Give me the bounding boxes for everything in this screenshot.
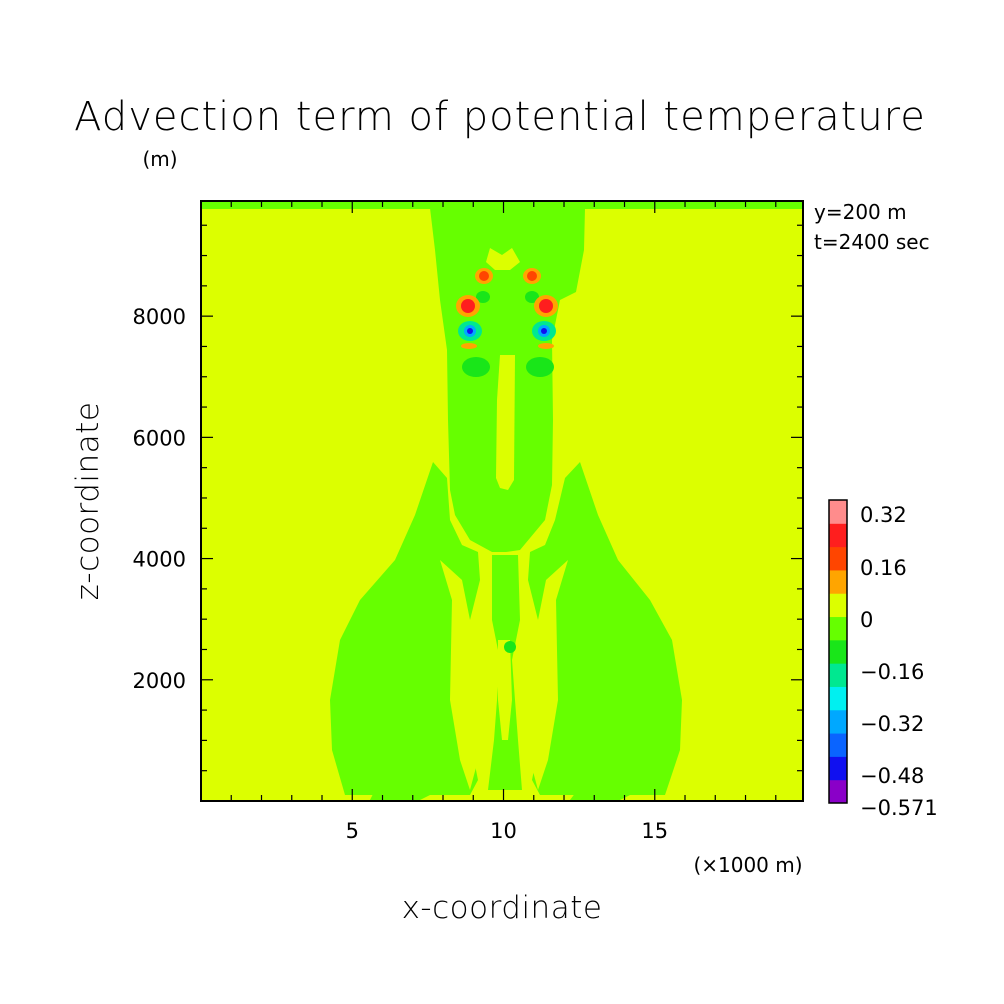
colorbar-segment — [829, 546, 847, 571]
colorbar-labels: 0.32 0.16 0 −0.16 −0.32 −0.48 −0.571 — [860, 503, 938, 820]
plume-gap-region — [486, 248, 520, 270]
x-axis-label: x-coordinate — [402, 890, 603, 926]
pos-sliver-left — [461, 343, 477, 349]
plot-frame — [200, 200, 804, 802]
pos-core-right-mid — [539, 299, 553, 313]
colorbar-tick-label: −0.16 — [860, 660, 924, 684]
colorbar-segment — [829, 663, 847, 687]
neg-core-right — [541, 328, 547, 334]
x-tick-label: 10 — [490, 819, 517, 843]
left-neg-lobe-mid — [476, 291, 490, 303]
colorbar-segment — [829, 593, 847, 618]
bottom-wisp-right — [570, 775, 640, 800]
plot-area — [200, 200, 804, 802]
colorbar-segment — [829, 523, 847, 548]
left-channel-region — [440, 560, 478, 790]
colorbar-tick-label: −0.48 — [860, 764, 924, 788]
y-tick-label: 8000 — [133, 305, 186, 329]
colorbar-segment — [829, 709, 847, 734]
x-unit-label: (×1000 m) — [693, 853, 802, 877]
right-channel-region — [530, 560, 568, 790]
bottom-wisp-left — [370, 775, 440, 800]
colorbar-segment — [829, 500, 847, 524]
colorbar-segment — [829, 756, 847, 781]
pos-sliver-right — [538, 343, 554, 349]
y-axis-label: z-coordinate — [70, 402, 106, 601]
colorbar-frame — [828, 499, 848, 804]
left-neg-lobe-low — [462, 357, 490, 377]
colorbar-tick-label: 0.16 — [860, 556, 907, 580]
colorbar-tick-label: −0.571 — [860, 796, 938, 820]
colorbar-segment — [829, 639, 847, 664]
colorbar-tick-label: 0.32 — [860, 503, 907, 527]
colorbar-segment — [829, 569, 847, 594]
y-tick-labels: 2000 4000 6000 8000 — [133, 305, 186, 693]
colorbar-segment — [829, 616, 847, 641]
plume-split-region — [496, 355, 515, 490]
central-core-region — [498, 640, 512, 740]
x-tick-label: 15 — [641, 819, 668, 843]
colorbar-segment — [829, 686, 847, 711]
y-tick-label: 4000 — [133, 548, 186, 572]
colorbar-segment — [829, 779, 847, 804]
lower-left-lobe-region — [330, 462, 480, 795]
y-unit-label: (m) — [142, 147, 177, 171]
neg-core-left — [467, 328, 473, 334]
annotation-t: t=2400 sec — [814, 230, 930, 254]
right-neg-lobe-mid — [525, 291, 539, 303]
y-tick-label: 6000 — [133, 426, 186, 450]
pos-core-left-mid — [461, 299, 475, 313]
pos-core-right-top — [527, 271, 537, 281]
colorbar-tick-label: 0 — [860, 608, 873, 632]
y-tick-label: 2000 — [133, 669, 186, 693]
lower-right-lobe-region — [528, 462, 682, 795]
colorbar-tick-label: −0.32 — [860, 712, 924, 736]
chart-title: Advection term of potential temperature — [74, 94, 926, 140]
x-tick-labels: 5 10 15 — [346, 819, 669, 843]
central-neg-dot — [504, 641, 516, 653]
annotation-y: y=200 m — [814, 200, 907, 224]
top-band-region — [201, 201, 803, 209]
right-neg-lobe-low — [526, 357, 554, 377]
pos-core-left-top — [479, 271, 489, 281]
axis-ticks — [201, 201, 803, 801]
colorbar-segment — [829, 733, 847, 757]
x-tick-label: 5 — [346, 819, 359, 843]
colorbar — [828, 499, 848, 804]
